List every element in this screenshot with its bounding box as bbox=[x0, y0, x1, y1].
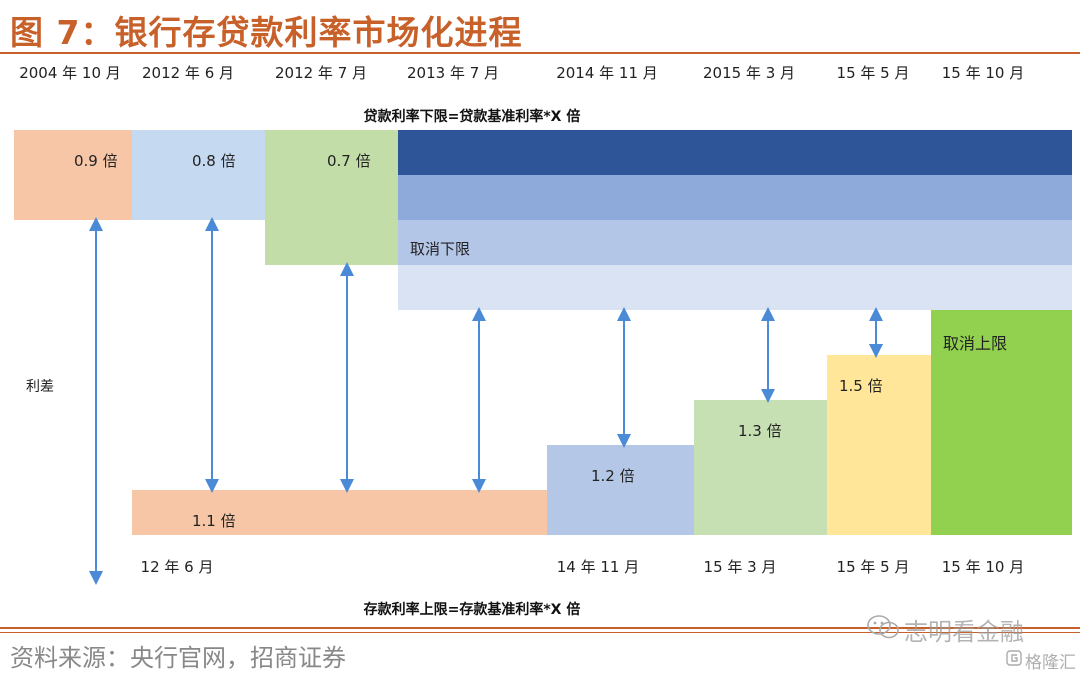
gelonghui-logo-icon bbox=[1006, 650, 1022, 666]
deposit-cap-caption: 存款利率上限=存款基准利率*X 倍 bbox=[363, 602, 581, 618]
deposit-cap-removed-block: 取消上限 bbox=[931, 310, 1072, 535]
loan-floor-removed-band-3: 取消下限 bbox=[398, 220, 1072, 265]
watermark-brand: 格隆汇 bbox=[1025, 653, 1076, 673]
watermark-text: 志明看金融 bbox=[904, 618, 1024, 646]
bottom-date-label: 12 年 6 月 bbox=[140, 558, 214, 576]
source-note: 资料来源：央行官网，招商证券 bbox=[10, 644, 346, 672]
top-date-label: 2012 年 7 月 bbox=[274, 64, 368, 82]
bottom-date-label: 14 年 11 月 bbox=[556, 558, 640, 576]
top-date-label: 2013 年 7 月 bbox=[406, 64, 500, 82]
block-label: 1.5 倍 bbox=[839, 377, 883, 395]
loan-floor-caption: 贷款利率下限=贷款基准利率*X 倍 bbox=[363, 109, 581, 125]
chart-title: 图 7：银行存贷款利率市场化进程 bbox=[10, 13, 523, 52]
bottom-date-label: 15 年 5 月 bbox=[836, 558, 910, 576]
bottom-date-label: 15 年 3 月 bbox=[703, 558, 777, 576]
spread-label: 利差 bbox=[26, 379, 54, 395]
block-label: 1.2 倍 bbox=[591, 467, 635, 485]
block-label: 1.3 倍 bbox=[738, 422, 782, 440]
top-date-label: 2015 年 3 月 bbox=[702, 64, 796, 82]
top-date-label: 2004 年 10 月 bbox=[19, 64, 121, 82]
block-label: 取消上限 bbox=[943, 334, 1008, 353]
block-label: 1.1 倍 bbox=[192, 512, 236, 530]
deposit-cap-block-1.3: 1.3 倍 bbox=[694, 400, 827, 535]
deposit-cap-block-1.2: 1.2 倍 bbox=[547, 445, 694, 535]
footer-divider bbox=[0, 627, 1080, 629]
wechat-icon bbox=[867, 615, 899, 639]
top-date-label: 15 年 5 月 bbox=[836, 64, 910, 82]
loan-floor-block-0.8: 0.8 倍 bbox=[132, 130, 265, 220]
deposit-cap-block-1.1: 1.1 倍 bbox=[132, 490, 547, 535]
title-divider bbox=[0, 52, 1080, 54]
block-label: 取消下限 bbox=[410, 240, 471, 258]
bottom-date-label: 15 年 10 月 bbox=[941, 558, 1025, 576]
deposit-cap-block-1.5: 1.5 倍 bbox=[827, 355, 931, 535]
top-date-label: 2012 年 6 月 bbox=[141, 64, 235, 82]
loan-floor-removed-band-4 bbox=[398, 265, 1072, 310]
block-label: 0.8 倍 bbox=[192, 152, 236, 170]
block-label: 0.7 倍 bbox=[327, 152, 371, 170]
loan-floor-removed-band-2 bbox=[398, 175, 1072, 220]
footer-divider-thin bbox=[0, 632, 1080, 633]
block-label: 0.9 倍 bbox=[74, 152, 118, 170]
top-date-label: 2014 年 11 月 bbox=[556, 64, 658, 82]
loan-floor-block-0.9: 0.9 倍 bbox=[14, 130, 132, 220]
loan-floor-removed-band-1 bbox=[398, 130, 1072, 175]
top-date-label: 15 年 10 月 bbox=[941, 64, 1025, 82]
loan-floor-block-0.7: 0.7 倍 bbox=[265, 130, 398, 265]
